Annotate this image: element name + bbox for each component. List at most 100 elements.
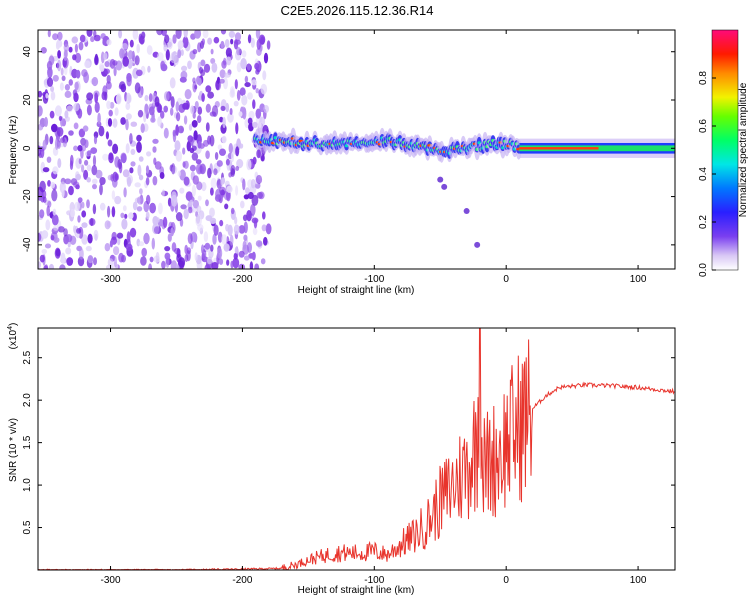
noise-blob bbox=[205, 150, 210, 159]
noise-blob bbox=[156, 52, 164, 62]
noise-blob bbox=[56, 139, 61, 149]
noise-blob bbox=[163, 127, 169, 139]
noise-blob bbox=[103, 52, 108, 60]
noise-blob bbox=[175, 150, 182, 162]
noise-blob bbox=[157, 116, 162, 127]
noise-blob bbox=[68, 185, 74, 196]
noise-blob bbox=[261, 224, 267, 232]
noise-blob bbox=[64, 84, 70, 91]
noise-blob bbox=[90, 36, 95, 43]
noise-blob bbox=[194, 30, 202, 39]
noise-blob bbox=[57, 59, 62, 72]
noise-blob bbox=[93, 135, 98, 145]
noise-blob bbox=[226, 259, 230, 266]
noise-blob bbox=[226, 185, 233, 193]
noise-blob bbox=[120, 212, 125, 219]
noise-blob bbox=[244, 75, 249, 83]
noise-blob bbox=[50, 235, 55, 241]
noise-blob bbox=[255, 174, 263, 185]
noise-blob bbox=[194, 252, 198, 262]
noise-blob bbox=[202, 30, 209, 39]
noise-blob bbox=[172, 34, 177, 44]
noise-blob bbox=[197, 224, 204, 232]
noise-blob bbox=[207, 135, 212, 145]
noise-blob bbox=[238, 263, 246, 269]
noise-blob bbox=[167, 233, 172, 242]
noise-blob bbox=[86, 164, 92, 172]
noise-blob bbox=[188, 206, 193, 214]
noise-blob bbox=[64, 110, 69, 119]
noise-blob bbox=[247, 242, 252, 253]
noise-blob bbox=[52, 166, 59, 175]
noise-blob bbox=[42, 167, 50, 173]
noise-blob bbox=[244, 82, 251, 88]
noise-blob bbox=[205, 199, 209, 207]
noise-blob bbox=[220, 30, 227, 35]
noise-blob bbox=[135, 69, 143, 77]
noise-blob bbox=[91, 76, 99, 87]
noise-blob bbox=[84, 60, 91, 69]
noise-blob bbox=[223, 77, 228, 90]
noise-blob bbox=[127, 50, 134, 60]
noise-blob bbox=[99, 64, 105, 72]
x-tick-label: 100 bbox=[630, 575, 647, 586]
noise-blob bbox=[44, 264, 49, 269]
noise-blob bbox=[175, 30, 182, 39]
noise-blob bbox=[138, 241, 145, 247]
noise-blob bbox=[45, 219, 51, 231]
noise-blob bbox=[152, 146, 157, 153]
noise-blob bbox=[188, 123, 193, 131]
noise-blob bbox=[230, 38, 234, 45]
noise-blob bbox=[81, 164, 85, 173]
noise-blob bbox=[86, 104, 92, 116]
noise-blob bbox=[263, 105, 270, 113]
noise-blob bbox=[201, 38, 205, 46]
x-tick-label: 100 bbox=[630, 274, 647, 285]
noise-blob bbox=[152, 215, 159, 226]
noise-blob bbox=[150, 117, 156, 123]
snr-scale-close: ) bbox=[8, 323, 19, 326]
noise-blob bbox=[229, 86, 235, 95]
noise-blob bbox=[256, 149, 261, 159]
trail-blob bbox=[441, 183, 448, 190]
noise-blob bbox=[182, 147, 186, 155]
noise-blob bbox=[73, 92, 79, 103]
noise-blob bbox=[235, 122, 239, 135]
noise-blob bbox=[79, 34, 86, 43]
noise-blob bbox=[60, 252, 66, 264]
noise-blob bbox=[238, 250, 245, 258]
noise-blob bbox=[125, 113, 132, 120]
noise-blob bbox=[59, 264, 66, 269]
noise-blob bbox=[233, 39, 239, 50]
x-tick-label: -100 bbox=[364, 575, 384, 586]
noise-blob bbox=[241, 94, 248, 106]
noise-blob bbox=[63, 43, 70, 52]
noise-blob bbox=[121, 218, 128, 230]
noise-blob bbox=[179, 169, 186, 181]
noise-blob bbox=[236, 46, 241, 56]
noise-blob bbox=[109, 101, 115, 109]
noise-blob bbox=[252, 227, 258, 236]
noise-blob bbox=[164, 91, 170, 101]
x-tick-label: -200 bbox=[232, 274, 252, 285]
noise-blob bbox=[260, 155, 265, 162]
noise-blob bbox=[130, 161, 136, 167]
noise-blob bbox=[52, 33, 59, 41]
noise-blob bbox=[120, 83, 127, 93]
noise-blob bbox=[107, 118, 113, 127]
noise-blob bbox=[39, 180, 46, 193]
noise-blob bbox=[95, 169, 103, 179]
noise-blob bbox=[108, 109, 113, 117]
snr-scale-base: (x10 bbox=[8, 329, 19, 349]
noise-blob bbox=[148, 263, 153, 269]
noise-blob bbox=[143, 111, 147, 123]
noise-blob bbox=[234, 32, 242, 41]
noise-blob bbox=[125, 118, 129, 131]
noise-blob bbox=[211, 262, 219, 269]
noise-blob bbox=[134, 182, 141, 188]
noise-blob bbox=[170, 227, 174, 237]
noise-blob bbox=[210, 177, 217, 189]
noise-blob bbox=[254, 263, 260, 269]
y-tick-label: 40 bbox=[22, 46, 33, 58]
noise-blob bbox=[65, 234, 73, 243]
